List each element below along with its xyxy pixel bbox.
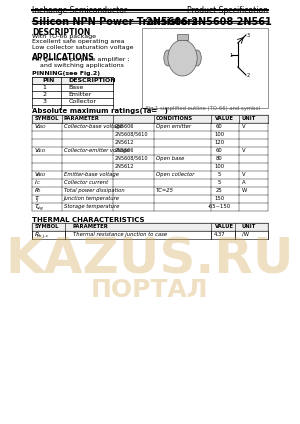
Text: DESCRIPTION: DESCRIPTION bbox=[69, 78, 116, 83]
Text: Emitter: Emitter bbox=[69, 92, 92, 97]
Text: V: V bbox=[242, 124, 245, 129]
Text: EBO: EBO bbox=[37, 173, 46, 178]
Bar bbox=[32, 114, 268, 123]
Text: D: D bbox=[37, 190, 40, 193]
Text: Absolute maximum ratings(Ta=   ): Absolute maximum ratings(Ta= ) bbox=[32, 109, 168, 114]
Text: T: T bbox=[34, 204, 38, 209]
Text: CEO: CEO bbox=[37, 150, 46, 153]
Text: V: V bbox=[34, 124, 39, 129]
Text: ПОРТАЛ: ПОРТАЛ bbox=[91, 278, 209, 302]
Text: 2N5612: 2N5612 bbox=[115, 140, 134, 145]
Text: V: V bbox=[242, 148, 245, 153]
Text: 120: 120 bbox=[214, 140, 224, 145]
Text: KAZUS.RU: KAZUS.RU bbox=[6, 236, 294, 284]
Text: R: R bbox=[34, 232, 39, 237]
Text: Fig.1 simplified outline (TO-66) and symbol: Fig.1 simplified outline (TO-66) and sym… bbox=[146, 106, 260, 111]
Text: 1: 1 bbox=[43, 85, 46, 90]
Text: Silicon NPN Power Transistors: Silicon NPN Power Transistors bbox=[32, 17, 198, 27]
Text: DESCRIPTION: DESCRIPTION bbox=[32, 28, 90, 37]
Circle shape bbox=[168, 40, 197, 76]
Text: V: V bbox=[34, 148, 39, 153]
Text: APPLICATIONS: APPLICATIONS bbox=[32, 53, 95, 61]
Text: 100: 100 bbox=[214, 132, 224, 137]
Text: With TO-66 package: With TO-66 package bbox=[32, 34, 96, 39]
Text: Emitter-base voltage: Emitter-base voltage bbox=[64, 172, 119, 177]
Text: Junction temperature: Junction temperature bbox=[64, 196, 120, 201]
Text: 2N5608/5610: 2N5608/5610 bbox=[115, 132, 148, 137]
Text: T: T bbox=[34, 196, 38, 201]
Text: VALUE: VALUE bbox=[215, 116, 234, 121]
Text: J: J bbox=[37, 198, 38, 201]
Text: stg: stg bbox=[37, 206, 44, 209]
Text: th j-c: th j-c bbox=[37, 234, 48, 237]
Text: Open base: Open base bbox=[156, 156, 184, 161]
Text: /W: /W bbox=[242, 232, 249, 237]
Bar bbox=[142, 28, 268, 108]
Text: THERMAL CHARACTERISTICS: THERMAL CHARACTERISTICS bbox=[32, 217, 145, 223]
Bar bbox=[32, 223, 268, 231]
Text: UNIT: UNIT bbox=[242, 116, 256, 121]
Text: I: I bbox=[34, 180, 36, 185]
Text: Collector-base voltage: Collector-base voltage bbox=[64, 124, 123, 129]
Text: W: W bbox=[242, 188, 247, 193]
Text: 1: 1 bbox=[230, 53, 233, 58]
Text: A: A bbox=[242, 180, 245, 185]
Text: 100: 100 bbox=[214, 164, 224, 169]
Text: C: C bbox=[37, 181, 40, 186]
Text: Low collector saturation voltage: Low collector saturation voltage bbox=[32, 45, 134, 50]
Bar bbox=[177, 34, 188, 40]
Text: Collector: Collector bbox=[69, 99, 97, 104]
Text: 2: 2 bbox=[247, 73, 250, 78]
Text: For general purpose amplifier ;: For general purpose amplifier ; bbox=[32, 58, 130, 62]
Text: Open emitter: Open emitter bbox=[156, 124, 191, 129]
Text: Product Specification: Product Specification bbox=[187, 6, 268, 15]
Ellipse shape bbox=[193, 50, 201, 66]
Text: 3: 3 bbox=[43, 99, 46, 104]
Text: Excellent safe operating area: Excellent safe operating area bbox=[32, 39, 124, 45]
Text: Collector-emitter voltage: Collector-emitter voltage bbox=[64, 148, 129, 153]
Text: 4.37: 4.37 bbox=[213, 232, 225, 237]
Text: PIN: PIN bbox=[43, 78, 55, 83]
Text: 80: 80 bbox=[216, 156, 223, 161]
Text: PARAMETER: PARAMETER bbox=[73, 224, 109, 229]
Text: V: V bbox=[34, 172, 39, 177]
Text: Thermal resistance junction to case: Thermal resistance junction to case bbox=[73, 232, 167, 237]
Text: 150: 150 bbox=[214, 196, 224, 201]
Text: -65~150: -65~150 bbox=[208, 204, 231, 209]
Text: 2: 2 bbox=[43, 92, 46, 97]
Text: SYMBOL: SYMBOL bbox=[34, 116, 59, 121]
Text: Inchange Semiconductor: Inchange Semiconductor bbox=[32, 6, 127, 15]
Text: 2N5606: 2N5606 bbox=[115, 148, 134, 153]
Text: 2N5612: 2N5612 bbox=[115, 164, 134, 169]
Text: 3: 3 bbox=[247, 33, 250, 38]
Text: PINNING(see Fig.2): PINNING(see Fig.2) bbox=[32, 72, 100, 76]
Text: CBO: CBO bbox=[37, 126, 46, 129]
Ellipse shape bbox=[164, 50, 172, 66]
Text: Total power dissipation: Total power dissipation bbox=[64, 188, 124, 193]
Text: Open collector: Open collector bbox=[156, 172, 194, 177]
Text: Storage temperature: Storage temperature bbox=[64, 204, 119, 209]
Text: 60: 60 bbox=[216, 148, 223, 153]
Text: UNIT: UNIT bbox=[242, 224, 256, 229]
Text: 2N5606 2N5608 2N5610 2N5612: 2N5606 2N5608 2N5610 2N5612 bbox=[146, 17, 300, 27]
Text: V: V bbox=[242, 172, 245, 177]
Text: VALUE: VALUE bbox=[215, 224, 234, 229]
Text: 25: 25 bbox=[216, 188, 223, 193]
Text: PARAMETER: PARAMETER bbox=[64, 116, 100, 121]
Text: 5: 5 bbox=[218, 180, 221, 185]
Text: CONDITIONS: CONDITIONS bbox=[156, 116, 193, 121]
Text: P: P bbox=[34, 188, 38, 193]
Text: TC=25: TC=25 bbox=[156, 188, 174, 193]
Text: SYMBOL: SYMBOL bbox=[34, 224, 59, 229]
Text: 5: 5 bbox=[218, 172, 221, 177]
Text: 60: 60 bbox=[216, 124, 223, 129]
Text: Collector current: Collector current bbox=[64, 180, 108, 185]
Text: and switching applications: and switching applications bbox=[32, 62, 124, 67]
Text: 2N5608/5610: 2N5608/5610 bbox=[115, 156, 148, 161]
Bar bbox=[32, 76, 113, 84]
Text: Base: Base bbox=[69, 85, 84, 90]
Text: 2N5606: 2N5606 bbox=[115, 124, 134, 129]
